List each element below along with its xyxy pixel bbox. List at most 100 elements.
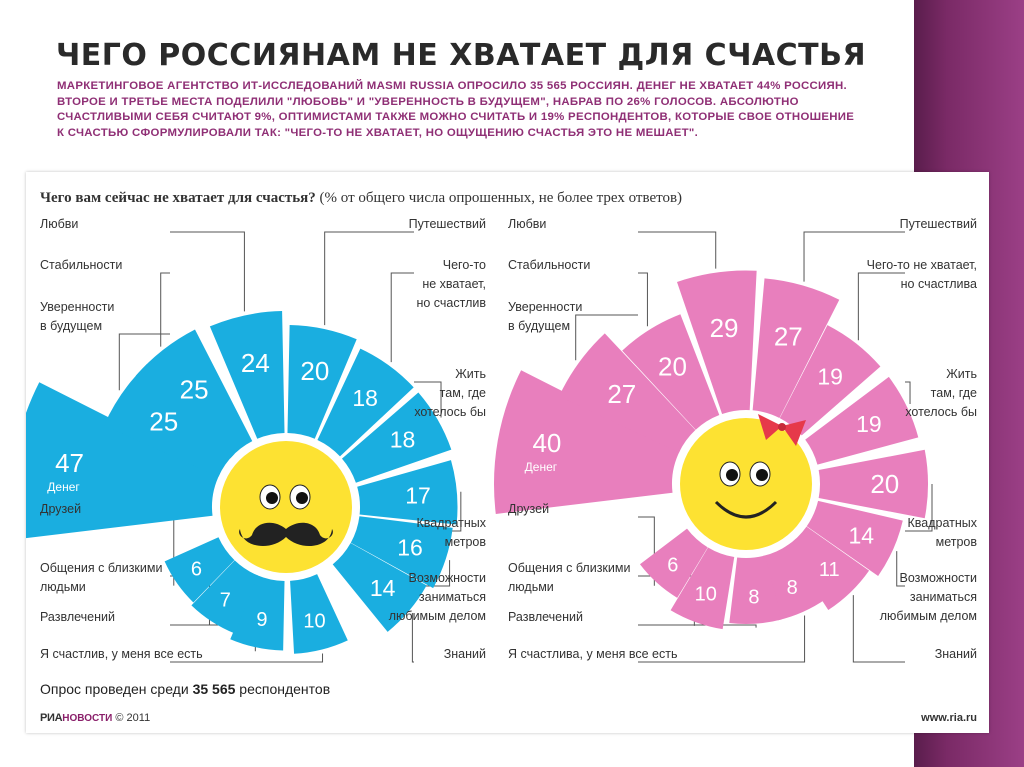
women-category-label: любимым делом bbox=[880, 609, 977, 623]
women-category-label: Путешествий bbox=[900, 217, 977, 231]
men-category-label: Друзей bbox=[40, 502, 81, 516]
men-bar bbox=[230, 575, 285, 651]
women-bar bbox=[818, 449, 929, 519]
men-bar bbox=[103, 363, 235, 477]
men-leader-line bbox=[414, 381, 442, 418]
women-category-label: хотелось бы bbox=[905, 405, 977, 419]
women-category-label: Возможности bbox=[900, 571, 977, 585]
men-category-label: Стабильности bbox=[40, 258, 122, 272]
men-bar bbox=[135, 329, 253, 459]
smile-icon bbox=[714, 500, 778, 519]
respondent-count: 35 565 bbox=[192, 681, 236, 697]
women-smiley-face bbox=[680, 418, 812, 550]
men-category-label: хотелось бы bbox=[414, 405, 486, 419]
chart-question-main: Чего вам сейчас не хватает для счастья? bbox=[40, 190, 316, 206]
women-value-label: 40 bbox=[532, 428, 561, 458]
ria-novosti-logo: РИАНОВОСТИ © 2011 bbox=[40, 712, 150, 724]
women-bar bbox=[805, 376, 919, 465]
women-value-label: 29 bbox=[710, 313, 739, 343]
men-bar bbox=[287, 325, 357, 439]
men-bar bbox=[290, 574, 348, 654]
men-value-label: 14 bbox=[370, 575, 396, 601]
women-leader-line bbox=[638, 615, 806, 663]
men-value-label: 9 bbox=[256, 609, 267, 631]
men-smiley-face bbox=[220, 441, 352, 573]
women-leader-line bbox=[638, 231, 717, 269]
women-leader-line bbox=[638, 272, 648, 327]
women-category-label: Жить bbox=[946, 367, 977, 381]
women-value-label: 11 bbox=[819, 559, 840, 581]
men-leader-line bbox=[170, 653, 324, 663]
women-bar bbox=[786, 526, 870, 611]
chart-question-note: (% от общего числа опрошенных, не более … bbox=[319, 190, 683, 206]
women-category-label: людьми bbox=[508, 580, 554, 594]
men-value-label: 7 bbox=[220, 590, 231, 612]
women-value-label: 10 bbox=[695, 584, 717, 606]
women-value-label: 6 bbox=[667, 554, 678, 576]
women-bar bbox=[779, 325, 881, 436]
men-category-label: Путешествий bbox=[409, 217, 486, 231]
logo-ria: РИА bbox=[40, 712, 63, 724]
men-category-label: Развлечений bbox=[40, 610, 115, 624]
footnote-suffix: респондентов bbox=[239, 681, 331, 697]
women-category-label: Чего-то не хватает, bbox=[867, 258, 977, 272]
men-bar bbox=[357, 460, 458, 525]
infographic-panel: Чего вам сейчас не хватает для счастья? … bbox=[26, 172, 989, 733]
women-category-label: Стабильности bbox=[508, 258, 590, 272]
women-category-label: в будущем bbox=[508, 319, 570, 333]
women-category-label: Уверенности bbox=[508, 300, 582, 314]
men-bar bbox=[26, 382, 220, 539]
women-bar bbox=[762, 544, 827, 621]
men-money-sublabel: Денег bbox=[47, 480, 80, 494]
men-category-label: в будущем bbox=[40, 319, 102, 333]
men-leader-line bbox=[324, 231, 414, 326]
men-value-label: 18 bbox=[390, 427, 416, 453]
men-category-label: метров bbox=[445, 535, 487, 549]
women-value-label: 19 bbox=[856, 411, 882, 437]
men-value-label: 47 bbox=[55, 448, 84, 478]
women-value-label: 20 bbox=[870, 469, 899, 499]
men-leader-line bbox=[160, 272, 170, 347]
women-leader-line bbox=[896, 551, 905, 587]
men-value-label: 25 bbox=[149, 406, 178, 436]
men-bar bbox=[341, 392, 452, 483]
chart-women: 40 Денег 27 20 29 27 19 19 20 14 11 8 8 10 6 Любви Стаби… bbox=[493, 217, 978, 663]
women-bar bbox=[493, 370, 680, 514]
men-value-label: 18 bbox=[352, 385, 378, 411]
bow-knot bbox=[778, 423, 786, 431]
women-value-label: 20 bbox=[658, 351, 687, 381]
men-value-label: 17 bbox=[405, 482, 431, 508]
men-category-label: Квадратных bbox=[416, 516, 486, 530]
mustache-icon bbox=[239, 522, 333, 547]
men-bar bbox=[164, 537, 235, 603]
men-pupil bbox=[266, 492, 278, 504]
women-money-sublabel: Денег bbox=[525, 460, 558, 474]
bow-icon bbox=[758, 414, 806, 446]
men-category-label: любимым делом bbox=[389, 609, 486, 623]
women-leader-line bbox=[852, 595, 905, 663]
women-leader-line bbox=[575, 314, 638, 361]
men-bar bbox=[317, 348, 414, 457]
women-bar bbox=[806, 500, 903, 577]
men-value-label: 20 bbox=[300, 356, 329, 386]
men-category-label: Возможности bbox=[409, 571, 486, 585]
women-category-label: Развлечений bbox=[508, 610, 583, 624]
men-value-label: 24 bbox=[241, 348, 270, 378]
logo-year: © 2011 bbox=[115, 712, 151, 724]
survey-footnote: Опрос проведен среди 35 565 респондентов bbox=[40, 681, 330, 697]
men-leader-line bbox=[411, 613, 414, 663]
women-bar bbox=[670, 547, 735, 630]
logo-novosti: НОВОСТИ bbox=[62, 713, 113, 724]
men-category-label: Уверенности bbox=[40, 300, 114, 314]
men-category-label: людьми bbox=[40, 580, 86, 594]
women-category-label: там, где bbox=[931, 386, 977, 400]
slide-title: ЧЕГО РОССИЯНАМ НЕ ХВАТАЕТ ДЛЯ СЧАСТЬЯ bbox=[56, 38, 867, 73]
men-bar bbox=[350, 516, 453, 589]
women-bar bbox=[752, 278, 840, 418]
women-category-labels: Любви Стабильности Уверенности в будущем Пут… bbox=[508, 217, 978, 661]
women-bar bbox=[639, 528, 708, 598]
men-value-label: 10 bbox=[303, 610, 325, 632]
men-category-label: Общения с близкими bbox=[40, 561, 162, 575]
